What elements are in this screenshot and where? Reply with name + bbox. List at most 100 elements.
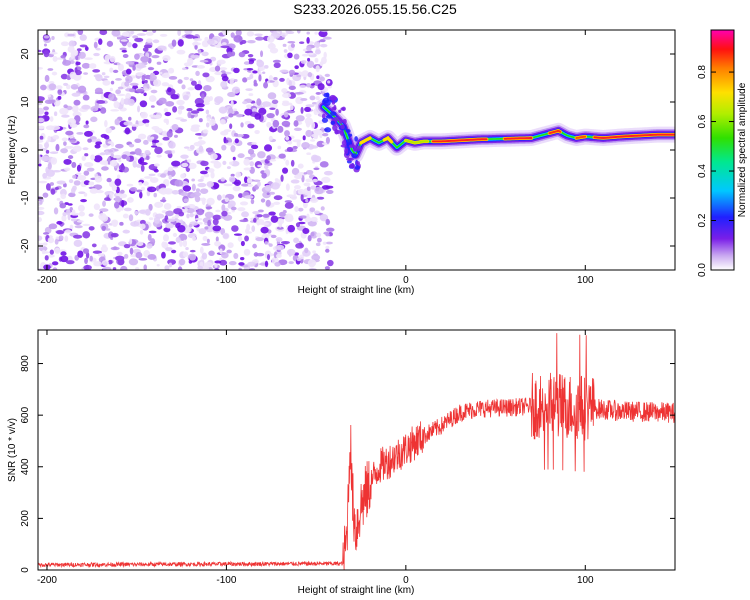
noise-blob xyxy=(195,188,201,193)
noise-blob xyxy=(170,94,179,100)
noise-blob xyxy=(113,101,120,109)
noise-blob xyxy=(254,160,262,169)
noise-blob xyxy=(307,259,317,267)
noise-blob xyxy=(231,225,239,232)
noise-blob xyxy=(63,104,68,109)
noise-blob xyxy=(112,154,122,159)
noise-blob xyxy=(51,35,55,41)
noise-blob xyxy=(135,163,143,168)
snr-y-ticks: 0 200 400 600 800 xyxy=(20,355,675,573)
noise-blob xyxy=(115,255,125,262)
noise-blob xyxy=(49,182,54,186)
colorbar-label: Normalized spectral amplitude xyxy=(737,82,748,217)
noise-blob xyxy=(244,235,249,242)
noise-blob xyxy=(93,41,98,49)
noise-blob xyxy=(291,167,300,176)
noise-blob xyxy=(306,37,310,44)
noise-blob xyxy=(197,221,203,225)
noise-blob xyxy=(199,170,208,175)
noise-blob xyxy=(154,127,163,134)
noise-blob xyxy=(233,35,243,43)
spectrogram-xlabel: Height of straight line (km) xyxy=(298,285,415,296)
noise-blob xyxy=(85,120,89,125)
noise-blob xyxy=(245,88,253,91)
noise-blob xyxy=(176,99,185,106)
noise-blob xyxy=(107,156,111,162)
noise-blob xyxy=(179,240,183,247)
noise-blob xyxy=(98,212,107,221)
noise-blob xyxy=(202,72,210,78)
noise-blob xyxy=(306,152,312,156)
noise-blob xyxy=(83,180,90,186)
noise-blob xyxy=(178,211,185,217)
ridge-speckle xyxy=(348,144,356,149)
noise-blob xyxy=(73,99,81,106)
ridge-speckle xyxy=(351,153,358,159)
noise-blob xyxy=(323,170,333,176)
noise-blob xyxy=(325,233,330,237)
noise-blob xyxy=(161,73,170,79)
noise-blob xyxy=(196,208,205,216)
noise-blob xyxy=(273,201,281,206)
noise-blob xyxy=(177,39,184,47)
noise-blob xyxy=(134,53,140,60)
noise-blob xyxy=(143,92,147,97)
noise-blob xyxy=(314,186,324,195)
noise-blob xyxy=(173,134,178,138)
noise-blob xyxy=(290,179,300,184)
noise-blob xyxy=(279,77,285,82)
noise-blob xyxy=(327,80,331,84)
noise-blob xyxy=(306,31,310,35)
noise-blob xyxy=(198,118,203,123)
noise-blob xyxy=(100,107,107,114)
noise-blob xyxy=(38,196,44,202)
noise-blob xyxy=(227,242,234,249)
noise-blob xyxy=(109,192,114,200)
noise-blob xyxy=(319,61,324,67)
noise-blob xyxy=(220,80,228,88)
noise-blob xyxy=(305,178,313,183)
noise-blob xyxy=(210,153,218,160)
noise-blob xyxy=(92,69,101,73)
noise-blob xyxy=(304,247,309,254)
noise-blob xyxy=(164,111,172,117)
noise-blob xyxy=(241,183,249,187)
ridge-speckle xyxy=(331,106,337,111)
noise-blob xyxy=(313,41,321,48)
noise-blob xyxy=(38,117,45,123)
noise-blob xyxy=(100,245,109,253)
noise-blob xyxy=(53,111,58,117)
noise-blob xyxy=(71,161,77,169)
noise-blob xyxy=(270,182,280,190)
noise-blob xyxy=(76,220,84,223)
noise-blob xyxy=(289,104,294,111)
spectrogram-x-ticks: -200 -100 0 100 xyxy=(37,30,594,286)
noise-blob xyxy=(42,192,49,198)
noise-blob xyxy=(54,187,59,190)
y-tick-label: 400 xyxy=(20,458,31,475)
ridge-peak xyxy=(503,137,533,140)
ridge-speckle xyxy=(355,161,360,165)
noise-blob xyxy=(247,148,255,155)
ridge-speckle xyxy=(348,133,353,137)
noise-blob xyxy=(148,95,157,103)
noise-blob xyxy=(216,194,222,201)
noise-blob xyxy=(142,152,147,159)
noise-blob xyxy=(284,130,290,137)
noise-blob xyxy=(233,252,239,260)
noise-blob xyxy=(195,103,205,108)
noise-blob xyxy=(206,116,211,122)
noise-blob xyxy=(193,38,202,42)
noise-blob xyxy=(159,33,168,37)
noise-blob xyxy=(163,203,172,210)
noise-blob xyxy=(63,158,72,165)
ridge-peak xyxy=(360,137,371,144)
noise-blob xyxy=(239,219,249,223)
noise-blob xyxy=(130,221,140,227)
noise-blob xyxy=(73,234,83,239)
ridge-speckle xyxy=(332,124,338,132)
noise-blob xyxy=(267,92,277,100)
noise-blob xyxy=(47,162,52,170)
noise-blob xyxy=(305,198,309,203)
noise-blob xyxy=(278,259,288,266)
